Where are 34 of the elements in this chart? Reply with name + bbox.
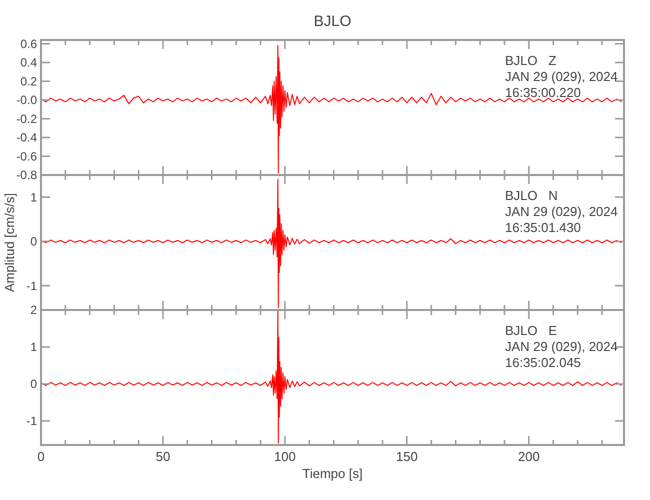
x-tick-label: 200 bbox=[518, 449, 540, 464]
annotation: 16:35:01.430 bbox=[505, 220, 581, 235]
y-tick-label: -0.6 bbox=[16, 149, 38, 164]
x-tick-label: 50 bbox=[156, 449, 170, 464]
y-tick-label: -0.0 bbox=[16, 93, 38, 108]
y-tick-label: 0.6 bbox=[20, 36, 38, 51]
y-tick-label: 0.2 bbox=[20, 74, 38, 88]
y-tick-label: -0.4 bbox=[16, 130, 38, 145]
y-tick-label: -1 bbox=[26, 278, 38, 293]
y-tick-label: 0.4 bbox=[20, 56, 38, 70]
annotation: JAN 29 (029), 2024 bbox=[505, 339, 618, 354]
annotation: BJLO Z bbox=[505, 53, 556, 68]
y-tick-label: -1 bbox=[26, 414, 38, 428]
line-series bbox=[40, 45, 622, 174]
annotation: BJLO N bbox=[505, 188, 558, 203]
y-tick-label: -0.2 bbox=[16, 112, 38, 126]
y-axis-title: Amplitud [cm/s/s] bbox=[2, 193, 17, 292]
y-tick-label: 2 bbox=[30, 303, 38, 318]
line-series bbox=[40, 310, 622, 444]
y-tick-label: 1 bbox=[30, 190, 38, 204]
x-axis-title: Tiempo [s] bbox=[302, 466, 363, 481]
annotation: 16:35:00.220 bbox=[505, 85, 581, 100]
annotation: 16:35:02.045 bbox=[505, 355, 581, 370]
chart-title: BJLO bbox=[314, 13, 352, 30]
x-tick-label: 100 bbox=[274, 449, 296, 464]
annotation: JAN 29 (029), 2024 bbox=[505, 69, 618, 84]
y-tick-label: 1 bbox=[30, 340, 38, 354]
y-tick-label: 0 bbox=[30, 234, 38, 249]
y-tick-label: -0.8 bbox=[16, 168, 38, 182]
x-tick-label: 150 bbox=[396, 449, 418, 464]
annotation: BJLO E bbox=[505, 323, 558, 338]
line-series bbox=[40, 178, 622, 308]
y-tick-label: 0 bbox=[30, 377, 38, 392]
annotation: JAN 29 (029), 2024 bbox=[505, 204, 618, 219]
